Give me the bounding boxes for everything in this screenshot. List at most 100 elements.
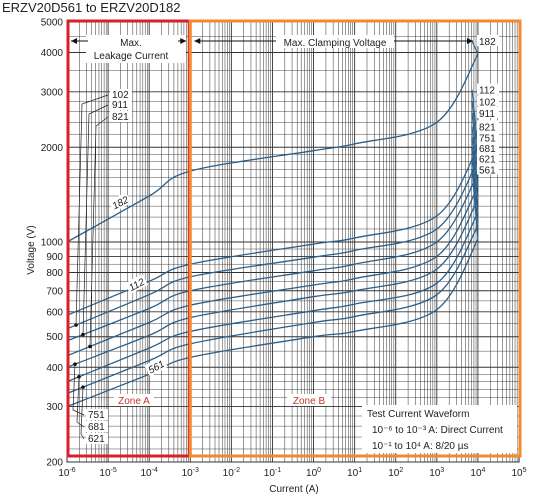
leader-line [89,116,109,347]
right-label-bg [477,152,499,164]
x-axis-label: Current (A) [269,484,318,495]
zone-a-label: Zone A [118,396,150,407]
left-label-bg [110,99,132,110]
leakage-arrowhead-right [180,38,187,44]
curve-751 [66,198,479,368]
right-label-182: 182 [479,37,496,48]
right-label-bg [477,163,499,175]
right-label-911: 911 [479,109,495,120]
right-label-102: 102 [479,97,496,108]
x-tick-label: 104 [470,467,485,479]
leader-751 [471,137,479,200]
left-label-681: 681 [88,422,105,433]
curve-821 [66,186,479,357]
x-tick-label: 10-1 [264,467,281,479]
leader-681 [471,147,479,213]
y-tick-label: 1000 [41,238,64,249]
zone-a-bg [114,394,154,406]
leader-line [82,104,109,335]
x-tick-label: 103 [429,467,444,479]
right-label-bg [477,141,499,153]
inline-label-bg [124,274,148,295]
x-tick-label: 10-3 [182,467,199,479]
inline-label-bg [144,356,168,377]
clamping-bg [276,35,394,48]
y-tick-label: 5000 [41,18,64,29]
right-label-821: 821 [479,122,496,133]
right-label-bg [477,35,499,47]
leader-line [72,364,85,416]
x-tick-label: 102 [388,467,403,479]
left-label-bg [110,89,132,100]
zone-b-bg [287,394,331,406]
curves [66,40,479,408]
curve-102 [66,159,479,330]
left-label-621: 621 [88,434,105,445]
x-tick-label: 10-6 [58,467,75,479]
inline-label-bg [108,192,132,213]
y-tick-label: 300 [46,402,63,413]
waveform-bg [362,405,517,453]
y-tick-label: 900 [46,252,63,263]
leader-112 [471,89,479,148]
leader-line [80,387,85,440]
x-tick-label: 100 [306,467,321,479]
curve-112 [66,146,479,316]
right-label-621: 621 [479,155,496,166]
waveform-dc: 10⁻⁶ to 10⁻³ A: Direct Current [372,425,503,436]
leakage-bg [86,35,186,63]
curve-182 [66,53,479,243]
leakage-arrowhead-left [71,38,77,44]
y-tick-label: 4000 [41,48,64,59]
y-tick-label: 600 [46,307,63,318]
leader-621 [471,158,479,226]
x-tick-label: 10-4 [141,467,158,479]
y-tick-label: 800 [46,268,63,279]
right-label-681: 681 [479,144,496,155]
left-label-821: 821 [112,112,129,123]
leader-821 [471,126,479,187]
y-tick-label: 3000 [41,87,64,98]
left-label-bg [110,111,132,122]
zone-a-box [66,19,191,458]
zone-b-box [188,19,522,458]
right-label-bg [477,95,499,107]
right-label-112: 112 [479,86,495,97]
clamping-arrowhead-left [194,38,201,44]
x-tick-label: 10-5 [99,467,116,479]
left-label-102: 102 [112,90,129,101]
curve-621 [66,224,479,395]
y-tick-label: 400 [46,363,63,374]
right-label-bg [477,106,499,118]
x-tick-label: 10-2 [223,467,240,479]
y-tick-label: 700 [46,286,63,297]
y-tick-label: 200 [46,458,63,469]
y-tick-label: 2000 [41,143,64,154]
waveform-title: Test Current Waveform [367,409,469,420]
zone-boxes [66,19,522,458]
right-label-bg [477,83,499,95]
y-axis-label: Voltage (V) [26,225,37,274]
right-label-bg [477,120,499,132]
leakage-label-line2: Leakage Current [94,51,169,62]
right-label-bg [477,131,499,143]
curve-911 [66,173,479,342]
leakage-label-line1: Max. [120,38,142,49]
x-tick-label: 105 [511,467,526,479]
left-label-911: 911 [112,100,128,111]
left-label-bg [86,409,108,420]
x-tick-label: 101 [347,467,362,479]
leader-182 [471,40,479,55]
right-label-751: 751 [479,133,496,144]
leader-line [75,94,109,326]
leader-dot [81,332,85,337]
clamping-arrowhead-right [467,38,473,44]
leader-102 [471,101,479,161]
zone-b-label: Zone B [293,396,326,407]
left-label-bg [86,421,108,432]
left-label-bg [86,433,108,444]
clamping-label: Max. Clamping Voltage [284,38,387,49]
leader-911 [471,112,479,174]
waveform-pulse: 10⁻¹ to 10⁴ A: 8/20 µs [372,441,469,452]
